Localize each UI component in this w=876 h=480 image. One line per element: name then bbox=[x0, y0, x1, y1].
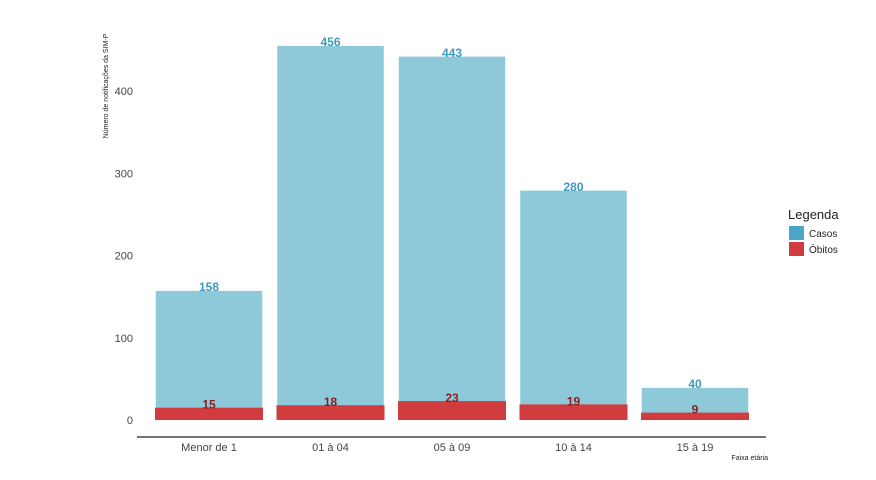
legend-title: Legenda bbox=[788, 207, 839, 222]
legend: Legenda Casos Óbitos bbox=[788, 207, 839, 256]
label-casos-4: 40 bbox=[688, 377, 702, 391]
x-tick-label-2: 05 à 09 bbox=[434, 442, 471, 454]
data-labels: 158 15 456 18 443 23 280 19 40 9 bbox=[199, 35, 702, 416]
label-obitos-4: 9 bbox=[692, 403, 699, 417]
bar-obitos-2 bbox=[398, 401, 506, 420]
legend-label-0: Casos bbox=[809, 229, 837, 240]
bar-obitos-4 bbox=[641, 412, 749, 420]
bar-obitos-3 bbox=[519, 404, 628, 420]
y-tick-label-1: 100 bbox=[115, 333, 133, 345]
y-tick-label-4: 400 bbox=[115, 86, 133, 98]
y-axis-ticks: 0 100 200 300 400 bbox=[115, 86, 133, 427]
y-axis-title: Número de notificações da SIM-P bbox=[103, 33, 110, 138]
label-obitos-1: 18 bbox=[324, 395, 338, 409]
x-axis-title: Faixa etária bbox=[731, 455, 768, 462]
x-axis-ticks: Menor de 1 01 à 04 05 à 09 10 à 14 15 à 19 bbox=[181, 442, 713, 454]
x-tick-label-4: 15 à 19 bbox=[677, 442, 714, 454]
x-tick-label-0: Menor de 1 bbox=[181, 442, 237, 454]
casos-bars bbox=[154, 44, 750, 421]
bar-casos-3 bbox=[518, 189, 629, 421]
label-casos-0: 158 bbox=[199, 280, 219, 294]
y-tick-label-3: 300 bbox=[115, 168, 133, 180]
bar-obitos-1 bbox=[276, 405, 385, 420]
label-obitos-2: 23 bbox=[445, 391, 459, 405]
label-obitos-0: 15 bbox=[202, 398, 216, 412]
obitos-bars bbox=[155, 401, 749, 420]
legend-swatch-0 bbox=[789, 226, 804, 240]
y-tick-label-0: 0 bbox=[127, 415, 133, 427]
bar-obitos-0 bbox=[155, 407, 263, 420]
label-obitos-3: 19 bbox=[567, 394, 581, 408]
x-tick-label-3: 10 à 14 bbox=[555, 442, 592, 454]
bar-casos-2 bbox=[397, 55, 507, 421]
legend-label-1: Óbitos bbox=[809, 243, 838, 256]
y-tick-label-2: 200 bbox=[115, 251, 133, 263]
label-casos-3: 280 bbox=[563, 180, 583, 194]
legend-swatch-1 bbox=[789, 242, 804, 256]
bar-casos-0 bbox=[154, 289, 264, 421]
x-tick-label-1: 01 à 04 bbox=[312, 442, 349, 454]
bar-casos-1 bbox=[275, 44, 386, 421]
label-casos-2: 443 bbox=[442, 46, 462, 60]
label-casos-1: 456 bbox=[320, 35, 340, 49]
